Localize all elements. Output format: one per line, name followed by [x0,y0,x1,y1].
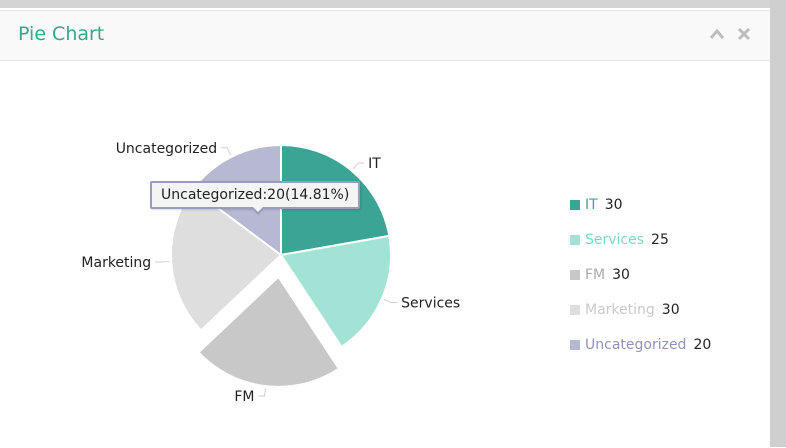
legend-value: 20 [693,337,711,353]
legend-value: 30 [605,197,623,213]
legend-swatch [570,305,580,315]
slice-label-services: Services [401,296,460,312]
legend-item-it[interactable]: IT 30 [570,187,711,222]
leader-line-services [384,299,397,302]
legend-label: FM [585,267,605,283]
chart-legend: IT 30 Services 25 FM 30 Marketing 30 Uncategoriz… [570,187,711,362]
chart-tooltip: Uncategorized:20(14.81%) [150,181,360,209]
scrollbar[interactable] [770,0,786,447]
slice-label-uncategorized: Uncategorized [116,141,217,157]
legend-label: Uncategorized [585,337,686,353]
legend-label: IT [585,197,598,213]
legend-swatch [570,200,580,210]
legend-label: Services [585,232,644,248]
legend-item-fm[interactable]: FM 30 [570,257,711,292]
legend-swatch [570,235,580,245]
slice-label-marketing: Marketing [81,255,151,271]
legend-label: Marketing [585,302,655,318]
tooltip-arrow-inner [252,206,264,212]
legend-item-marketing[interactable]: Marketing 30 [570,292,711,327]
legend-swatch [570,270,580,280]
slice-label-it: IT [368,156,381,172]
slice-label-fm: FM [234,389,254,405]
legend-item-uncategorized[interactable]: Uncategorized 20 [570,327,711,362]
leader-line-fm [259,388,266,396]
legend-value: 30 [612,267,630,283]
top-border-strip [0,0,770,8]
leader-line-uncategorized [221,148,231,155]
pie-chart-area: IT Services FM Marketing Uncategorized Uncat… [0,11,770,448]
legend-value: 30 [662,302,680,318]
leader-line-it [353,163,364,169]
legend-swatch [570,340,580,350]
legend-value: 25 [651,232,669,248]
legend-item-services[interactable]: Services 25 [570,222,711,257]
